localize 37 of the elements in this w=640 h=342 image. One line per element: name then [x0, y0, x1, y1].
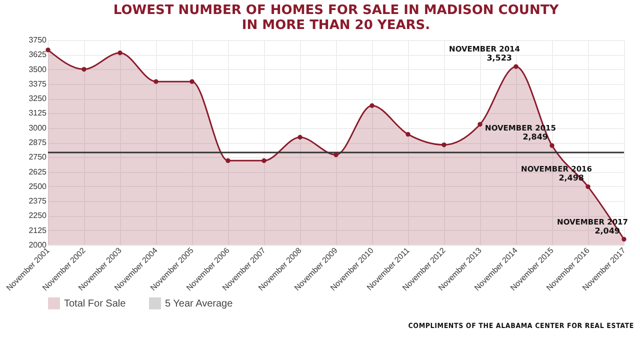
y-tick-label: 3625: [28, 50, 48, 60]
point: [334, 152, 338, 158]
point: [370, 103, 374, 108]
y-tick-label: 3375: [28, 79, 48, 88]
point: [46, 48, 50, 52]
legend-label: Total For Sale: [64, 298, 126, 310]
point: [190, 79, 194, 84]
y-tick-label: 2625: [28, 167, 48, 176]
y-tick-label: 3000: [28, 123, 48, 132]
point: [298, 134, 302, 140]
point: [82, 66, 86, 72]
y-tick-label: 3500: [28, 64, 48, 74]
data-label: 2,849: [522, 132, 548, 142]
point: [478, 122, 482, 127]
point: [406, 132, 410, 137]
point: [586, 184, 590, 190]
y-tick-label: 3125: [28, 108, 48, 118]
point: [550, 143, 554, 148]
y-tick-label: 2000: [28, 240, 48, 250]
legend-label: 5 Year Average: [165, 298, 234, 310]
point: [154, 79, 158, 84]
point: [622, 236, 626, 242]
y-tick-label: 2250: [28, 211, 48, 220]
y-tick-label: 2375: [28, 196, 48, 206]
y-tick-label: 3250: [28, 94, 48, 104]
y-tick-label: 2875: [28, 138, 48, 147]
data-label: 3,523: [486, 54, 512, 63]
y-tick-label: 2125: [28, 226, 48, 235]
y-tick-label: 2500: [28, 182, 48, 191]
point: [514, 64, 518, 69]
point: [118, 50, 122, 56]
point: [442, 142, 446, 148]
y-tick-label: 2750: [28, 152, 48, 162]
y-tick-label: 3750: [28, 36, 48, 44]
chart-title: LOWEST NUMBER OF HOMES FOR SALE IN MADISON COUNTY IN MORE THAN 20 YEARS.: [113, 3, 560, 33]
point: [226, 158, 230, 163]
point: [262, 158, 266, 163]
